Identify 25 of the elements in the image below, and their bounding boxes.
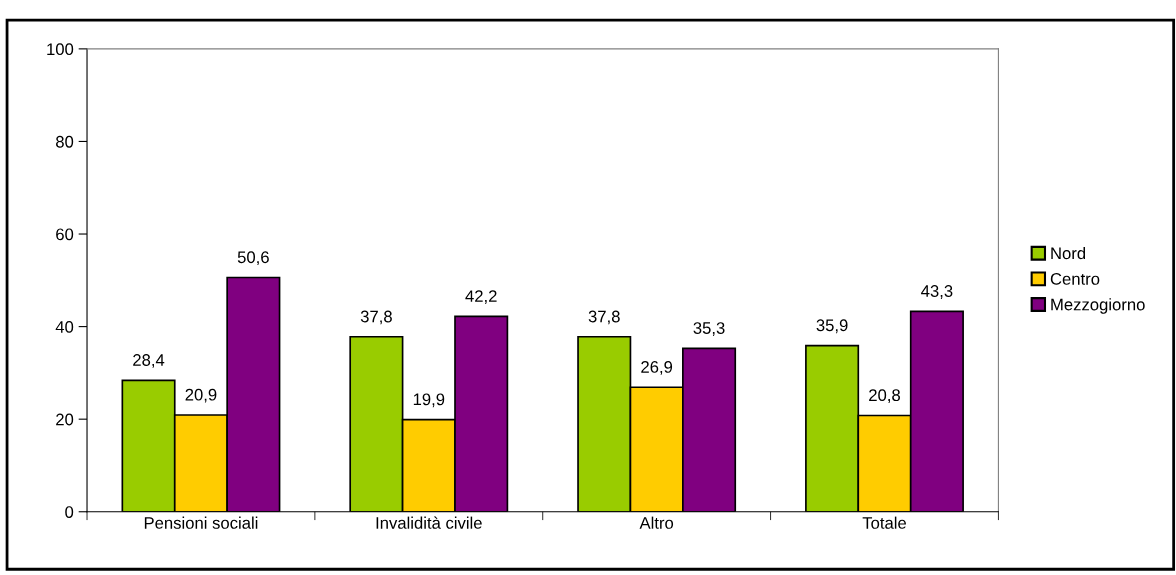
data-label: 28,4 [133, 354, 165, 368]
data-label: 35,3 [693, 322, 725, 336]
legend-label: Nord [1051, 246, 1086, 260]
data-label: 20,9 [185, 388, 217, 403]
y-tick-label: 40 [55, 321, 74, 333]
data-label: 20,8 [869, 389, 900, 404]
data-label: 26,9 [641, 361, 673, 375]
data-label: 43,3 [921, 285, 953, 299]
y-tick-label: 20 [56, 413, 74, 426]
legend-label: Mezzogiorno [1051, 298, 1145, 314]
data-label: 42,2 [465, 290, 497, 304]
x-tick-label: Altro [639, 516, 674, 529]
legend-label: Centro [1050, 273, 1100, 285]
data-label: 37,8 [588, 310, 620, 325]
data-label: 37,8 [360, 310, 392, 325]
x-tick-label: Pensioni sociali [144, 516, 258, 529]
data-label: 35,9 [816, 319, 848, 334]
y-tick-label: 100 [47, 43, 74, 56]
y-tick-label: 80 [56, 135, 74, 148]
data-label: 50,6 [237, 251, 269, 266]
y-tick-label: 0 [65, 506, 74, 518]
x-tick-label: Invalidità civile [376, 516, 482, 529]
data-label: 19,9 [413, 393, 445, 408]
x-tick-label: Totale [862, 516, 906, 529]
y-tick-label: 60 [56, 228, 74, 241]
